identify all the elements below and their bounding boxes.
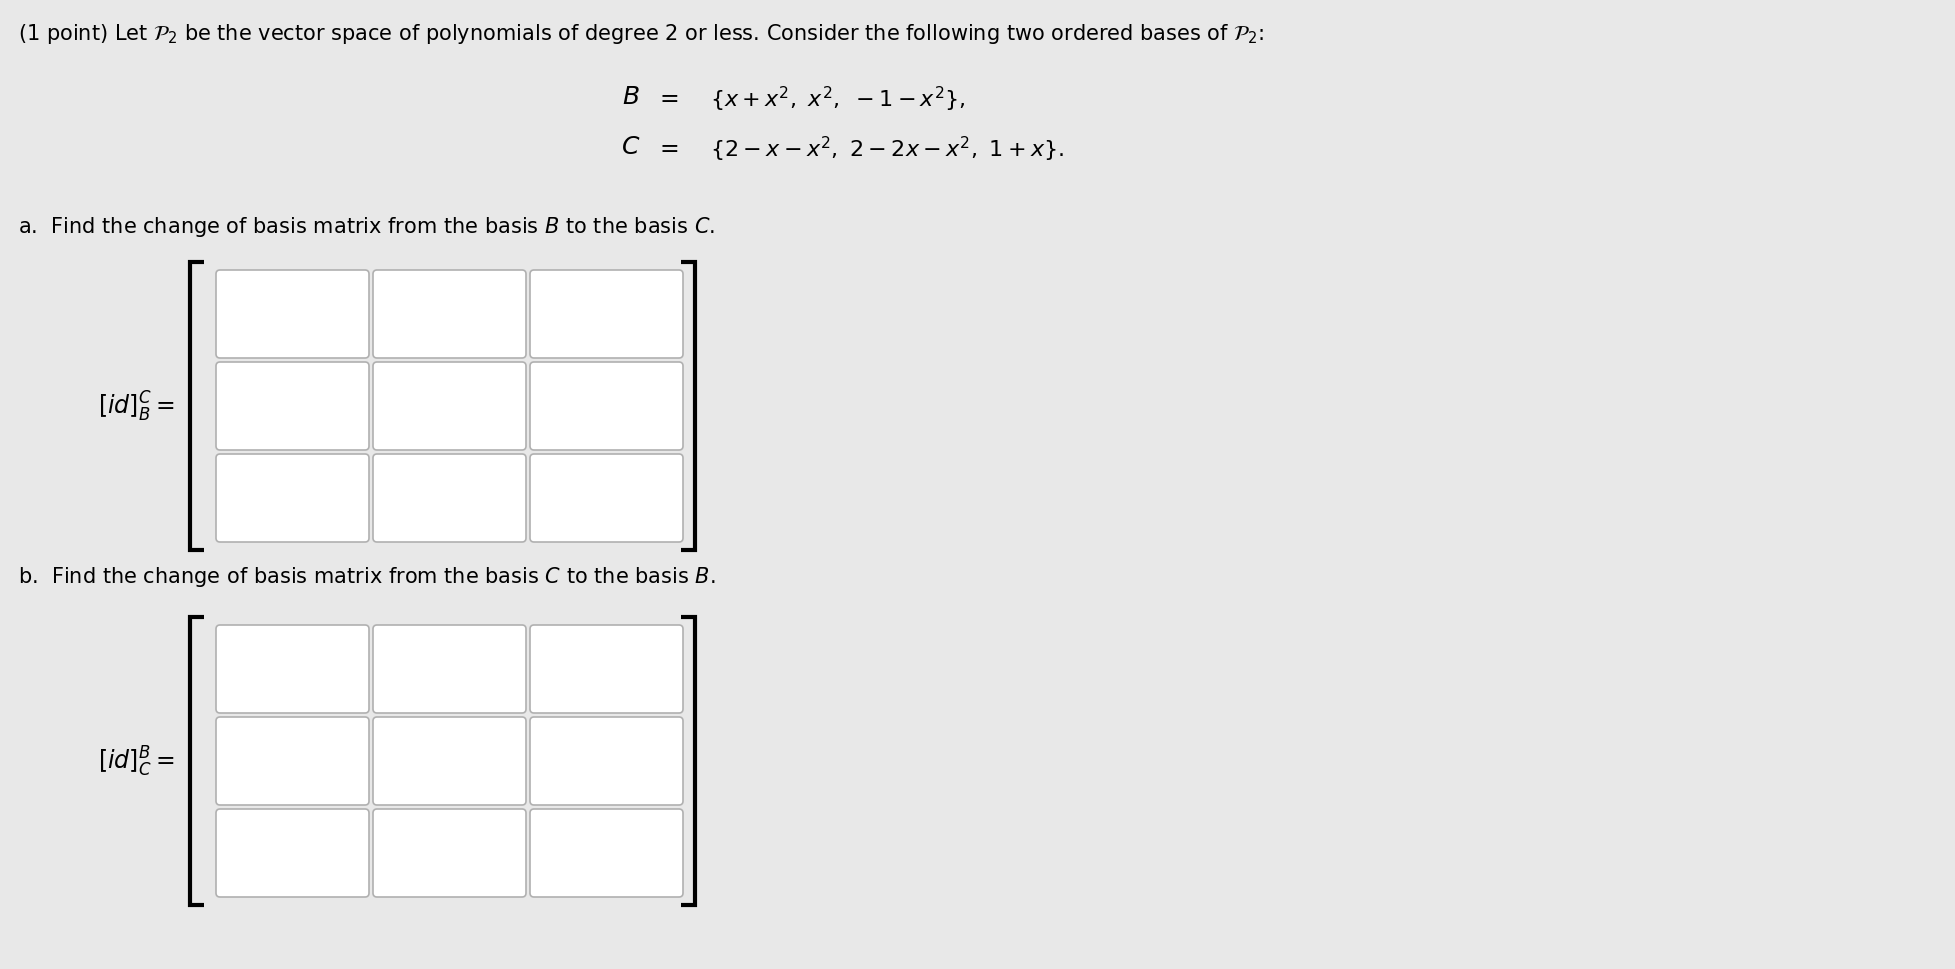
Text: $=$: $=$	[655, 135, 678, 159]
FancyBboxPatch shape	[530, 454, 682, 543]
FancyBboxPatch shape	[215, 362, 369, 451]
FancyBboxPatch shape	[373, 809, 526, 897]
FancyBboxPatch shape	[215, 454, 369, 543]
Text: $\{x + x^2,\ x^2,\ -1 - x^2\},$: $\{x + x^2,\ x^2,\ -1 - x^2\},$	[710, 85, 966, 114]
Text: a.  Find the change of basis matrix from the basis $\mathit{B}$ to the basis $\m: a. Find the change of basis matrix from …	[18, 215, 716, 238]
FancyBboxPatch shape	[373, 717, 526, 805]
FancyBboxPatch shape	[530, 717, 682, 805]
FancyBboxPatch shape	[530, 625, 682, 713]
FancyBboxPatch shape	[373, 625, 526, 713]
FancyBboxPatch shape	[530, 270, 682, 359]
FancyBboxPatch shape	[373, 454, 526, 543]
Text: $\mathit{B}$: $\mathit{B}$	[622, 85, 639, 109]
FancyBboxPatch shape	[215, 625, 369, 713]
Text: $\mathit{C}$: $\mathit{C}$	[620, 135, 639, 159]
FancyBboxPatch shape	[215, 270, 369, 359]
FancyBboxPatch shape	[530, 809, 682, 897]
Text: $=$: $=$	[655, 85, 678, 109]
Text: b.  Find the change of basis matrix from the basis $\mathit{C}$ to the basis $\m: b. Find the change of basis matrix from …	[18, 564, 716, 588]
Text: $[id]^C_B =$: $[id]^C_B =$	[98, 390, 174, 423]
Text: (1 point) Let $\mathcal{P}_2$ be the vector space of polynomials of degree $2$ o: (1 point) Let $\mathcal{P}_2$ be the vec…	[18, 22, 1263, 46]
FancyBboxPatch shape	[215, 717, 369, 805]
FancyBboxPatch shape	[530, 362, 682, 451]
FancyBboxPatch shape	[215, 809, 369, 897]
FancyBboxPatch shape	[373, 362, 526, 451]
Text: $[id]^B_C =$: $[id]^B_C =$	[98, 744, 174, 778]
FancyBboxPatch shape	[373, 270, 526, 359]
Text: $\{2 - x - x^2,\ 2 - 2x - x^2,\ 1 + x\}.$: $\{2 - x - x^2,\ 2 - 2x - x^2,\ 1 + x\}.…	[710, 135, 1064, 164]
